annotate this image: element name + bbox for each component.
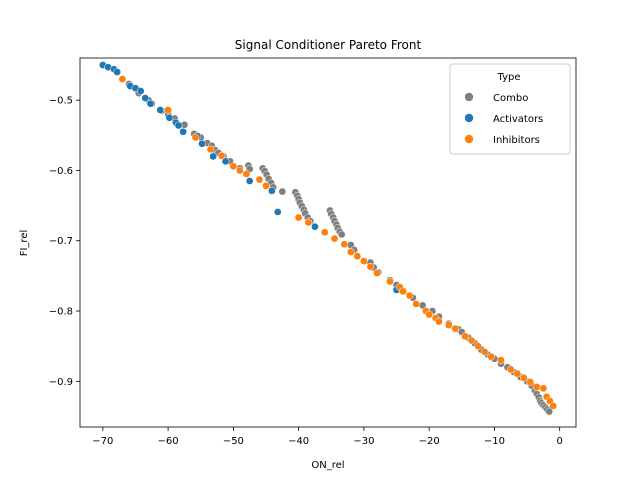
data-point-inhibitors [474,342,482,351]
data-point-inhibitors [353,252,362,261]
data-point-activators [146,99,155,108]
data-point-inhibitors [262,182,270,190]
data-point-inhibitors [346,248,355,256]
data-point-activators [311,222,319,231]
data-point-inhibitors [451,324,460,333]
data-point-inhibitors [206,145,215,154]
data-point-inhibitors [526,378,535,386]
y-axis-title: FI_rel [19,230,30,257]
data-point-activators [136,87,145,95]
data-point-inhibitors [164,106,172,114]
data-point-inhibitors [255,175,264,184]
data-point-inhibitors [444,321,453,329]
legend: Type Combo Activators Inhibitors [449,63,571,155]
data-point-inhibitors [340,240,349,249]
data-point-inhibitors [360,257,368,265]
x-axis-ticks: −70 −60 −50 −40 −30 −20 −10 0 [92,427,563,447]
chart-title: Signal Conditioner Pareto Front [235,38,422,52]
data-point-inhibitors [532,383,541,391]
data-point-inhibitors [294,213,303,222]
y-tick-label: −0.9 [49,377,73,388]
data-point-activators [209,152,217,161]
data-points-layer [98,61,558,416]
data-point-inhibitors [405,291,414,300]
data-point-activators [113,68,122,76]
legend-label-combo: Combo [493,93,528,104]
data-point-inhibitors [320,228,329,237]
data-point-inhibitors [229,162,238,171]
data-point-inhibitors [549,402,558,410]
data-point-inhibitors [487,352,496,361]
data-point-activators [268,186,276,195]
data-point-activators [156,106,165,114]
data-point-activators [165,113,174,122]
data-point-activators [273,208,282,216]
plot-frame [79,57,577,428]
data-point-inhibitors [539,384,548,393]
x-tick-label: −50 [223,436,244,447]
data-point-inhibitors [497,356,505,365]
legend-label-inhibitors: Inhibitors [493,135,540,146]
legend-box [449,63,571,155]
data-point-inhibitors [217,151,226,160]
x-tick-label: −30 [353,436,374,447]
data-point-activators [174,121,183,130]
x-tick-label: −70 [92,436,113,447]
data-point-inhibitors [304,218,313,227]
x-axis-title: ON_rel [311,460,344,471]
data-point-inhibitors [118,75,127,83]
y-tick-label: −0.6 [49,166,73,177]
data-point-inhibitors [519,373,528,382]
data-point-inhibitors [330,234,339,243]
data-point-combo [278,187,287,196]
data-point-inhibitors [236,166,244,175]
data-point-inhibitors [373,269,381,277]
data-point-inhibitors [513,369,522,378]
legend-marker-combo [464,92,474,102]
series-inhibitors [118,75,558,410]
data-point-activators [179,127,187,136]
legend-title: Type [497,72,521,83]
data-point-inhibitors [506,365,515,374]
data-point-inhibitors [399,287,407,296]
y-axis-ticks: −0.5 −0.6 −0.7 −0.8 −0.9 [49,96,80,388]
y-tick-label: −0.5 [49,96,73,107]
series-activators [98,61,401,294]
data-point-activators [221,157,230,166]
y-tick-label: −0.7 [49,236,73,247]
data-point-activators [141,94,150,102]
data-point-inhibitors [191,133,200,142]
data-point-inhibitors [467,336,476,345]
y-tick-label: −0.8 [49,307,73,318]
data-point-activators [245,177,254,185]
x-tick-label: −60 [158,436,179,447]
x-tick-label: −40 [288,436,309,447]
data-point-inhibitors [412,300,420,308]
data-point-combo [337,230,346,239]
data-point-inhibitors [480,347,489,356]
legend-label-activators: Activators [493,114,543,125]
x-tick-label: −10 [484,436,505,447]
legend-marker-inhibitors [464,134,474,144]
data-point-inhibitors [386,277,394,286]
data-point-combo [545,407,554,416]
legend-marker-activators [464,113,474,123]
x-tick-label: −20 [419,436,440,447]
data-point-inhibitors [461,332,469,341]
x-tick-label: 0 [556,436,562,447]
data-point-inhibitors [435,317,443,326]
data-point-inhibitors [242,170,251,178]
data-point-inhibitors [366,262,375,271]
data-point-inhibitors [425,310,434,319]
data-point-activators [198,139,206,148]
